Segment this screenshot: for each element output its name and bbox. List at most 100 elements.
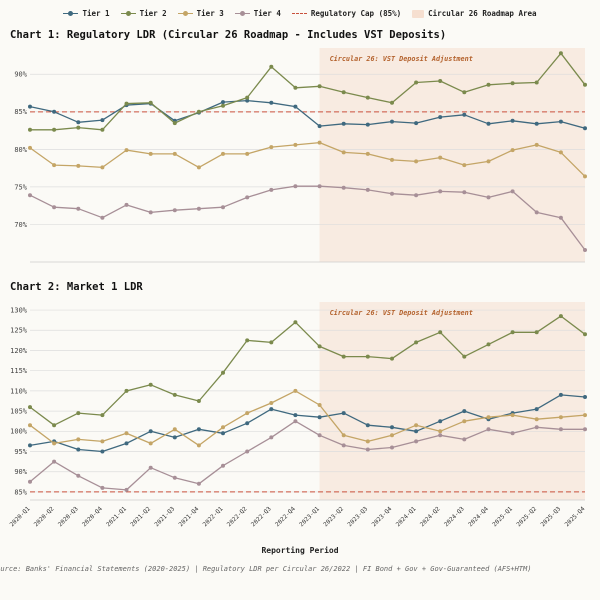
- series-line-tier-3: [29, 141, 586, 177]
- data-point: [462, 163, 467, 168]
- data-point: [172, 392, 177, 397]
- data-point: [245, 449, 250, 454]
- data-point: [365, 151, 370, 156]
- legend: Tier 1 Tier 2 Tier 3 Tier 4 Regulatory Cap (…: [0, 0, 600, 20]
- data-point: [510, 330, 515, 335]
- data-point: [28, 443, 32, 448]
- data-point: [414, 429, 419, 434]
- data-point: [172, 151, 177, 156]
- x-tick-label: 2020-Q1: [9, 505, 32, 528]
- data-point: [583, 248, 587, 252]
- series-line-tier-2: [30, 52, 586, 131]
- legend-item-tier-2: Tier 2: [120, 9, 167, 18]
- data-point: [341, 433, 346, 438]
- data-point: [534, 425, 539, 430]
- data-point: [390, 191, 394, 196]
- data-point: [341, 443, 346, 448]
- data-point: [486, 121, 491, 126]
- data-point: [390, 425, 394, 430]
- data-point: [196, 427, 201, 432]
- data-point: [390, 433, 394, 438]
- legend-item-regulatory-cap-85: Regulatory Cap (85%): [291, 9, 401, 18]
- data-point: [558, 215, 563, 220]
- data-point: [76, 447, 81, 452]
- data-point: [221, 103, 225, 108]
- data-point: [583, 395, 587, 399]
- data-point: [558, 415, 563, 420]
- x-tick-label: 2025-Q4: [564, 505, 587, 528]
- data-point: [438, 115, 443, 120]
- data-point: [534, 121, 539, 126]
- data-point: [486, 82, 491, 87]
- data-point: [390, 356, 394, 361]
- data-point: [221, 205, 225, 210]
- legend-item-tier-1: Tier 1: [63, 9, 110, 18]
- data-point: [221, 370, 225, 375]
- data-point: [124, 431, 129, 436]
- data-point: [534, 417, 539, 422]
- data-point: [486, 342, 491, 347]
- data-point: [317, 403, 322, 407]
- data-point: [269, 100, 274, 105]
- x-tick-label: 2022-Q2: [226, 505, 249, 528]
- x-tick-label: 2022-Q4: [274, 505, 297, 528]
- x-axis-label: Reporting Period: [261, 546, 339, 555]
- data-point: [438, 189, 443, 194]
- data-point: [293, 320, 298, 325]
- data-point: [438, 419, 443, 424]
- data-point: [438, 429, 443, 434]
- data-point: [317, 344, 322, 349]
- data-point: [124, 487, 129, 492]
- data-point: [293, 413, 298, 418]
- data-point: [341, 90, 346, 95]
- x-tick-label: 2025-Q2: [515, 505, 538, 528]
- x-tick-label: 2025-Q3: [539, 505, 562, 528]
- data-point: [462, 437, 467, 442]
- data-point: [269, 64, 274, 69]
- x-tick-label: 2023-Q1: [298, 505, 321, 528]
- x-tick-label: 2021-Q1: [105, 505, 128, 528]
- data-point: [414, 340, 419, 345]
- y-tick-label: 85%: [14, 108, 27, 116]
- line-marker-icon: [234, 9, 250, 18]
- data-point: [414, 439, 419, 444]
- y-tick-label: 75%: [14, 183, 27, 191]
- data-point: [462, 354, 467, 359]
- data-point: [124, 202, 129, 207]
- area-swatch-icon: [412, 9, 425, 18]
- legend-label: Tier 1: [82, 9, 110, 18]
- x-tick-label: 2023-Q2: [322, 505, 345, 528]
- data-point: [365, 95, 370, 100]
- x-tick-label: 2021-Q4: [177, 505, 200, 528]
- data-point: [558, 427, 563, 432]
- dashed-line-icon: [291, 13, 307, 14]
- x-tick-label: 2024-Q3: [443, 505, 466, 528]
- x-tick-label: 2023-Q3: [346, 505, 369, 528]
- data-point: [534, 80, 539, 85]
- circular26-roadmap-area: [319, 48, 585, 262]
- data-point: [293, 388, 298, 393]
- y-tick-label: 115%: [10, 367, 28, 375]
- data-point: [52, 109, 57, 114]
- data-point: [245, 195, 250, 200]
- data-point: [245, 151, 250, 156]
- data-point: [221, 100, 225, 105]
- data-point: [52, 423, 57, 428]
- data-point: [269, 407, 274, 412]
- data-point: [365, 354, 370, 359]
- data-point: [438, 79, 443, 83]
- data-point: [510, 189, 515, 194]
- data-point: [583, 82, 587, 87]
- data-point: [196, 165, 201, 170]
- data-point: [28, 405, 32, 410]
- data-point: [390, 445, 394, 450]
- data-point: [76, 437, 81, 442]
- vst-adjustment-annotation: Circular 26: VST Deposit Adjustment: [330, 55, 473, 63]
- legend-label: Tier 3: [196, 9, 224, 18]
- data-point: [293, 419, 298, 424]
- source-footer: Source: Banks' Financial Statements (202…: [0, 565, 532, 573]
- series-line-tier-2: [29, 315, 586, 426]
- legend-label: Tier 2: [139, 9, 167, 18]
- data-point: [124, 101, 129, 106]
- data-point: [317, 84, 322, 89]
